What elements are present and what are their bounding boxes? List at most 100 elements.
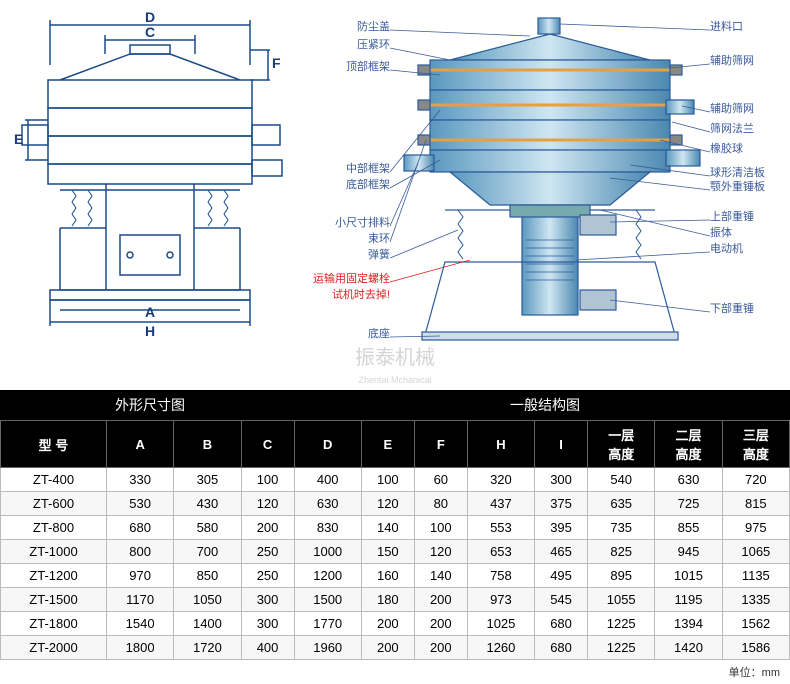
table-cell: 700 [174, 540, 241, 564]
table-cell: 1720 [174, 636, 241, 660]
table-cell: 855 [655, 516, 722, 540]
structure-label-left: 防尘盖 [310, 18, 390, 34]
unit-label: 单位：mm [0, 660, 790, 684]
table-cell: 850 [174, 564, 241, 588]
structure-label-right: 辅助筛网 [710, 52, 780, 68]
table-cell: 973 [467, 588, 534, 612]
table-cell: 437 [467, 492, 534, 516]
diagrams-row: D C F E A H [0, 0, 790, 390]
table-cell: ZT-800 [1, 516, 107, 540]
table-row: ZT-40033030510040010060320300540630720 [1, 468, 790, 492]
structure-label-right: 颚外重锤板 [710, 178, 780, 194]
table-cell: 545 [535, 588, 588, 612]
table-cell: 553 [467, 516, 534, 540]
table-cell: 1065 [722, 540, 789, 564]
structure-label-left: 中部框架 [310, 160, 390, 176]
table-cell: ZT-1200 [1, 564, 107, 588]
table-cell: 1400 [174, 612, 241, 636]
table-cell: ZT-2000 [1, 636, 107, 660]
table-cell: 800 [106, 540, 173, 564]
table-cell: 120 [241, 492, 294, 516]
table-cell: 815 [722, 492, 789, 516]
left-section-title: 外形尺寸图 [0, 390, 300, 420]
table-cell: 100 [414, 516, 467, 540]
table-cell: 1394 [655, 612, 722, 636]
table-cell: 1025 [467, 612, 534, 636]
table-cell: 735 [588, 516, 655, 540]
structure-label-right: 橡胶球 [710, 140, 780, 156]
table-cell: 1420 [655, 636, 722, 660]
table-cell: 200 [414, 588, 467, 612]
table-cell: 1960 [294, 636, 361, 660]
table-row: ZT-1000800700250100015012065346582594510… [1, 540, 790, 564]
table-row: ZT-1500117010503001500180200973545105511… [1, 588, 790, 612]
table-cell: 758 [467, 564, 534, 588]
table-row: ZT-800680580200830140100553395735855975 [1, 516, 790, 540]
table-cell: 120 [361, 492, 414, 516]
table-cell: ZT-1800 [1, 612, 107, 636]
table-cell: 1586 [722, 636, 789, 660]
svg-text:E: E [14, 131, 23, 147]
watermark-sub: Zhentai Mchanical [358, 375, 431, 385]
svg-text:F: F [272, 55, 281, 71]
table-cell: 300 [241, 588, 294, 612]
table-cell: 975 [722, 516, 789, 540]
table-cell: 150 [361, 540, 414, 564]
table-header-cell: 一层 高度 [588, 421, 655, 468]
table-cell: 1800 [106, 636, 173, 660]
table-cell: 1050 [174, 588, 241, 612]
table-cell: 725 [655, 492, 722, 516]
table-cell: 305 [174, 468, 241, 492]
table-header-cell: 三层 高度 [722, 421, 789, 468]
svg-text:H: H [145, 323, 155, 339]
table-cell: 1562 [722, 612, 789, 636]
dimension-svg: D C F E A H [10, 10, 290, 350]
table-cell: 1260 [467, 636, 534, 660]
structure-label-right: 振体 [710, 224, 780, 240]
right-section-title: 一般结构图 [300, 390, 790, 420]
table-cell: 180 [361, 588, 414, 612]
structure-label-right: 进料口 [710, 18, 780, 34]
table-cell: 140 [361, 516, 414, 540]
table-cell: 825 [588, 540, 655, 564]
structure-label-left: 弹簧 [310, 246, 390, 262]
table-cell: 200 [414, 612, 467, 636]
table-cell: 200 [241, 516, 294, 540]
table-cell: 120 [414, 540, 467, 564]
svg-text:C: C [145, 24, 155, 40]
structure-label-right: 电动机 [710, 240, 780, 256]
structure-label-right: 上部重锤 [710, 208, 780, 224]
table-cell: 720 [722, 468, 789, 492]
table-cell: 395 [535, 516, 588, 540]
table-cell: 100 [241, 468, 294, 492]
table-cell: 400 [294, 468, 361, 492]
table-cell: 630 [294, 492, 361, 516]
table-cell: 945 [655, 540, 722, 564]
table-cell: 895 [588, 564, 655, 588]
table-cell: 1500 [294, 588, 361, 612]
table-cell: 400 [241, 636, 294, 660]
table-header-cell: 二层 高度 [655, 421, 722, 468]
structure-label-left: 底座 [310, 325, 390, 341]
table-cell: 680 [535, 612, 588, 636]
table-cell: 375 [535, 492, 588, 516]
table-cell: ZT-1000 [1, 540, 107, 564]
table-cell: 465 [535, 540, 588, 564]
table-cell: 200 [361, 636, 414, 660]
table-header-cell: C [241, 421, 294, 468]
table-cell: 1015 [655, 564, 722, 588]
page-container: D C F E A H [0, 0, 790, 684]
table-header-cell: D [294, 421, 361, 468]
table-cell: ZT-400 [1, 468, 107, 492]
table-cell: 830 [294, 516, 361, 540]
table-cell: 320 [467, 468, 534, 492]
structure-label-left: 压紧环 [310, 36, 390, 52]
section-headers: 外形尺寸图 一般结构图 [0, 390, 790, 420]
dimension-diagram: D C F E A H [0, 0, 300, 360]
table-row: ZT-1200970850250120016014075849589510151… [1, 564, 790, 588]
table-header-cell: B [174, 421, 241, 468]
table-cell: 580 [174, 516, 241, 540]
table-cell: 300 [241, 612, 294, 636]
structure-label-right: 下部重锤 [710, 300, 780, 316]
structure-label-left: 束环 [310, 230, 390, 246]
